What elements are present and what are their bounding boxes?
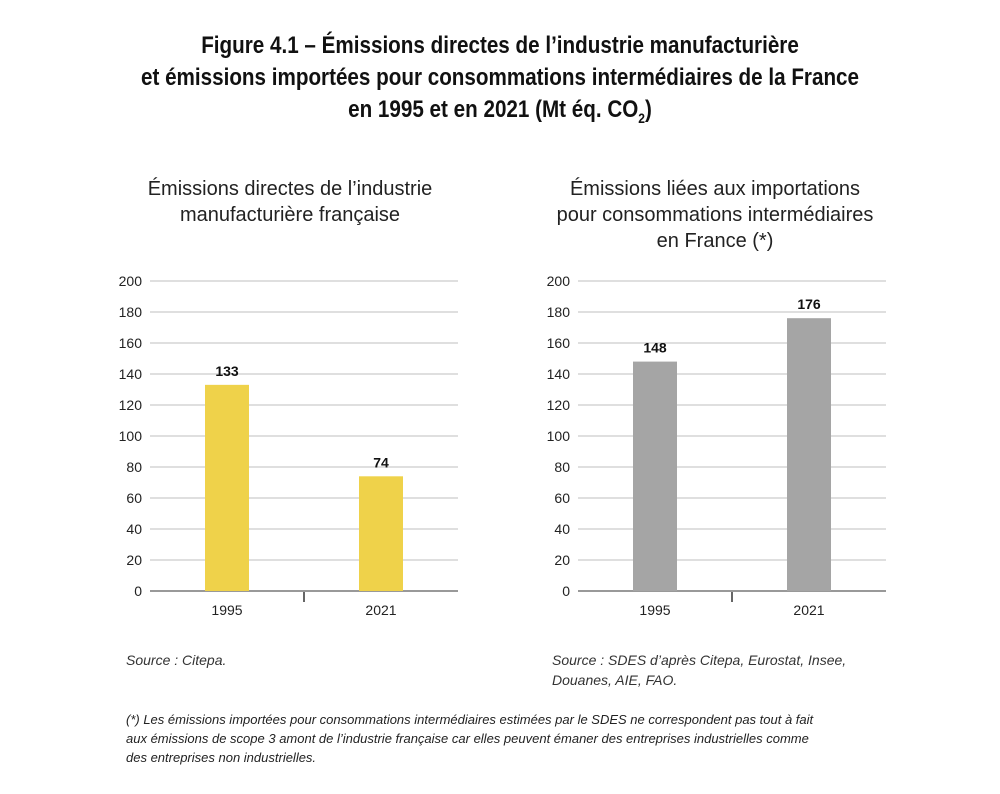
y-tick-label: 60 [554, 490, 570, 506]
y-tick-label: 0 [562, 583, 570, 599]
y-tick-label: 40 [126, 521, 142, 537]
y-tick-label: 100 [119, 428, 143, 444]
chart-right-title: Émissions liées aux importations pour co… [530, 176, 900, 254]
chart-left-source: Source : Citepa. [126, 650, 226, 670]
figure-title: Figure 4.1 – Émissions directes de l’ind… [70, 30, 930, 134]
bar-value-label: 74 [373, 454, 389, 470]
y-tick-label: 0 [134, 583, 142, 599]
bar-2021 [787, 318, 831, 591]
figure-title-line3-text: en 1995 et en 2021 (Mt éq. CO [348, 96, 639, 123]
chart-left-title-line1: Émissions directes de l’industrie [147, 178, 433, 200]
y-tick-label: 20 [554, 552, 570, 568]
x-tick-label: 2021 [793, 602, 824, 618]
y-tick-label: 160 [547, 335, 571, 351]
figure-title-line3-close: ) [645, 96, 652, 123]
chart-left-svg: 0 20 40 60 80 100 120 140 160 180 200 133 1995 74 2021 [119, 273, 458, 618]
bar-value-label: 176 [797, 296, 821, 312]
chart-right-title-line3: en France (*) [656, 230, 774, 252]
y-tick-label: 120 [119, 397, 143, 413]
figure-title-subscript: 2 [638, 109, 646, 126]
chart-right-title-line2: pour consommations intermédiaires [556, 204, 874, 226]
bar-value-label: 148 [643, 340, 667, 356]
chart-left-source-line1: Source : Citepa. [126, 652, 227, 668]
chart-right-source-line2: Douanes, AIE, FAO. [552, 672, 678, 688]
y-tick-label: 40 [554, 521, 570, 537]
x-tick-label: 1995 [639, 602, 670, 618]
y-tick-label: 140 [547, 366, 571, 382]
chart-right-title-line1: Émissions liées aux importations [569, 178, 861, 200]
chart-left: 0 20 40 60 80 100 120 140 160 180 200 133 1995 74 2021 [100, 268, 480, 628]
y-tick-label: 140 [119, 366, 143, 382]
chart-right-svg: 0 20 40 60 80 100 120 140 160 180 200 148 1995 176 202… [547, 273, 886, 618]
x-tick-label: 2021 [365, 602, 396, 618]
bar-value-label: 133 [215, 363, 239, 379]
footnote-line1: (*) Les émissions importées pour consomm… [126, 712, 814, 727]
y-tick-label: 160 [119, 335, 143, 351]
bar-1995 [633, 361, 677, 591]
chart-right-source: Source : SDES d’après Citepa, Eurostat, … [552, 650, 846, 690]
y-tick-label: 200 [119, 273, 143, 289]
y-tick-label: 20 [126, 552, 142, 568]
figure-title-line2: et émissions importées pour consommation… [140, 64, 860, 91]
bar-1995 [205, 384, 249, 591]
y-tick-label: 180 [547, 304, 571, 320]
y-tick-label: 80 [554, 459, 570, 475]
footnote-line3: des entreprises non industrielles. [126, 750, 317, 765]
y-tick-label: 100 [547, 428, 571, 444]
y-tick-label: 180 [119, 304, 143, 320]
chart-right: 0 20 40 60 80 100 120 140 160 180 200 148 1995 176 202… [528, 268, 908, 628]
bar-2021 [359, 476, 403, 591]
figure-title-line1: Figure 4.1 – Émissions directes de l’ind… [201, 32, 799, 59]
x-tick-label: 1995 [211, 602, 242, 618]
y-tick-label: 120 [547, 397, 571, 413]
y-tick-label: 80 [126, 459, 142, 475]
chart-left-title-line2: manufacturière française [179, 204, 401, 226]
y-tick-label: 60 [126, 490, 142, 506]
chart-left-title: Émissions directes de l’industrie manufa… [110, 176, 470, 228]
footnote: (*) Les émissions importées pour consomm… [126, 710, 886, 767]
chart-right-source-line1: Source : SDES d’après Citepa, Eurostat, … [552, 652, 847, 668]
figure-title-line3: en 1995 et en 2021 (Mt éq. CO2) [70, 94, 930, 134]
y-tick-label: 200 [547, 273, 571, 289]
footnote-line2: aux émissions de scope 3 amont de l’indu… [126, 731, 809, 746]
